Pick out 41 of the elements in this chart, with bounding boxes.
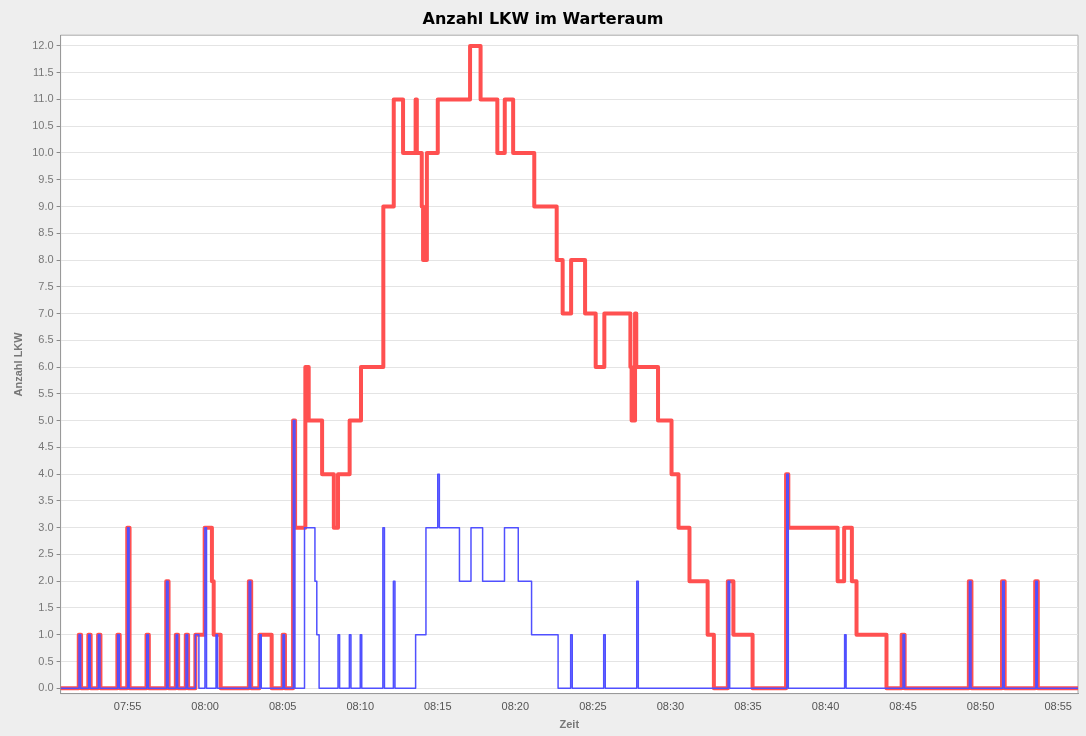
- y-tick-label: 10.5: [32, 119, 54, 132]
- y-tick-label: 5.5: [38, 386, 54, 399]
- y-tick-label: 1.0: [38, 627, 54, 640]
- y-tick-label: 4.5: [38, 440, 54, 453]
- x-tick-label: 08:00: [191, 700, 219, 713]
- x-tick-label: 08:55: [1044, 700, 1072, 713]
- y-tick-label: 2.5: [38, 547, 54, 560]
- x-tick-label: 08:50: [966, 700, 995, 713]
- y-tick-label: 3.0: [38, 520, 54, 533]
- chart-title: Anzahl LKW im Warteraum: [422, 8, 664, 28]
- x-tick-label: 07:55: [113, 700, 142, 713]
- y-tick-label: 9.5: [38, 172, 54, 185]
- y-tick-label: 2.0: [38, 574, 54, 587]
- x-axis-title: Zeit: [559, 718, 580, 731]
- x-tick-label: 08:05: [268, 700, 297, 713]
- y-tick-label: 7.0: [38, 306, 54, 319]
- y-tick-label: 0.5: [38, 654, 54, 667]
- y-axis-title: Anzahl LKW: [11, 331, 24, 397]
- y-tick-label: 9.0: [38, 199, 54, 212]
- x-tick-label: 08:45: [889, 700, 917, 713]
- x-tick-label: 08:15: [424, 700, 452, 713]
- x-tick-label: 08:35: [734, 700, 762, 713]
- y-tick-label: 5.0: [38, 413, 54, 426]
- x-tick-label: 08:10: [346, 700, 375, 713]
- y-tick-label: 0.0: [38, 681, 54, 694]
- y-tick-label: 12.0: [32, 38, 54, 51]
- y-tick-label: 7.5: [38, 279, 54, 292]
- y-tick-label: 3.5: [38, 493, 54, 506]
- x-tick-label: 08:20: [501, 700, 530, 713]
- y-tick-label: 10.0: [32, 145, 54, 158]
- y-tick-label: 1.5: [38, 600, 54, 613]
- y-tick-label: 11.5: [33, 65, 54, 78]
- y-tick-label: 6.0: [38, 360, 54, 373]
- y-tick-label: 6.5: [38, 333, 54, 346]
- x-tick-label: 08:30: [656, 700, 685, 713]
- y-tick-label: 11.0: [33, 92, 54, 105]
- y-tick-label: 8.5: [38, 226, 54, 239]
- y-tick-label: 4.0: [38, 467, 54, 480]
- x-tick-label: 08:40: [811, 700, 840, 713]
- y-tick-label: 8.0: [38, 253, 54, 266]
- x-tick-label: 08:25: [579, 700, 607, 713]
